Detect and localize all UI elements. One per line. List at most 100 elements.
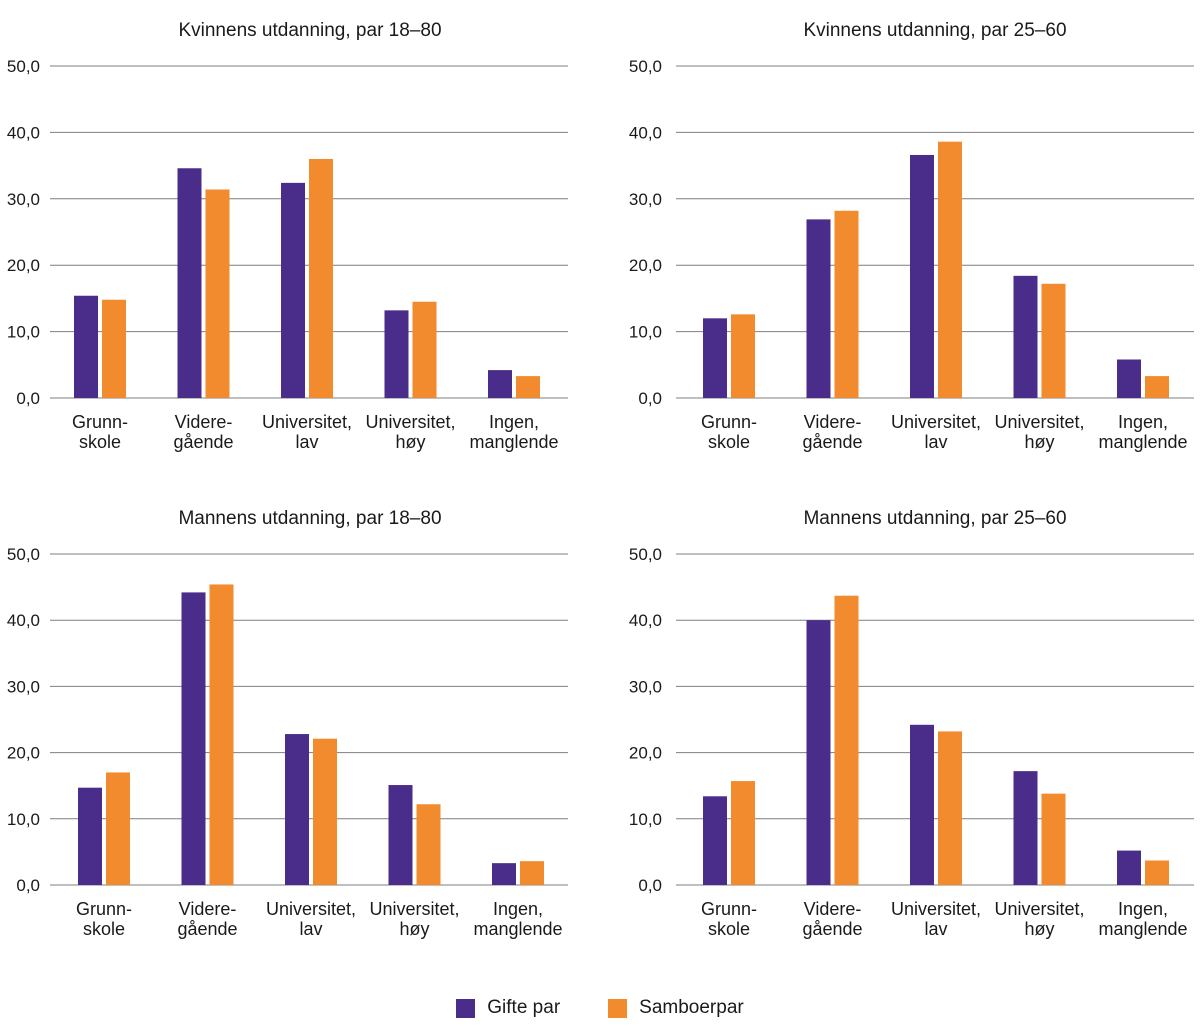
bar-samboerpar [102, 299, 126, 398]
legend-label-gifte-par: Gifte par [487, 997, 561, 1018]
y-tick-label: 40,0 [629, 123, 662, 142]
bar-samboerpar [520, 861, 544, 885]
bar-samboerpar [938, 731, 962, 885]
bar-samboerpar [834, 210, 859, 398]
bar-samboerpar [516, 376, 540, 398]
x-tick-label: Universitet, [266, 899, 356, 919]
y-tick-label: 50,0 [629, 57, 662, 76]
x-tick-label: høy [399, 919, 429, 939]
x-tick-label: gående [177, 919, 237, 939]
x-tick-label: Universitet, [365, 412, 455, 432]
x-tick-label: lav [295, 432, 318, 452]
y-tick-label: 0,0 [638, 876, 662, 895]
bar-gifte-par [181, 592, 206, 885]
bar-gifte-par [492, 863, 516, 885]
legend: Gifte par Samboerpar [0, 993, 1200, 1023]
bar-gifte-par [910, 154, 934, 398]
y-tick-label: 40,0 [629, 611, 662, 630]
bar-gifte-par [488, 370, 512, 398]
x-tick-label: Ingen, [1118, 899, 1168, 919]
bar-samboerpar [731, 314, 755, 398]
bar-samboerpar [309, 158, 333, 398]
x-tick-label: Universitet, [994, 899, 1084, 919]
x-tick-label: Universitet, [891, 899, 981, 919]
bar-gifte-par [384, 310, 409, 398]
x-tick-label: manglende [1098, 432, 1187, 452]
legend-swatch-samboerpar [608, 998, 628, 1018]
legend-swatch-gifte-par [456, 998, 476, 1018]
bar-samboerpar [1041, 793, 1066, 885]
x-tick-label: Universitet, [369, 899, 459, 919]
bar-samboerpar [1145, 376, 1169, 398]
y-tick-label: 20,0 [629, 256, 662, 275]
bar-samboerpar [313, 738, 337, 885]
y-tick-label: 40,0 [7, 123, 40, 142]
y-tick-label: 0,0 [16, 389, 40, 408]
legend-item-gifte-par: Gifte par [456, 997, 560, 1019]
x-tick-label: Universitet, [262, 412, 352, 432]
x-tick-label: Videre- [175, 412, 233, 432]
bar-gifte-par [703, 796, 727, 885]
legend-label-samboerpar: Samboerpar [639, 997, 744, 1018]
bar-gifte-par [1013, 771, 1038, 885]
x-tick-label: lav [924, 919, 947, 939]
bar-gifte-par [910, 724, 934, 885]
x-tick-label: Ingen, [1118, 412, 1168, 432]
y-tick-label: 10,0 [629, 810, 662, 829]
y-tick-label: 30,0 [7, 190, 40, 209]
y-tick-label: 20,0 [629, 744, 662, 763]
x-tick-label: Ingen, [493, 899, 543, 919]
chart-panel-4: Mannens utdanning, par 25–60 0,0 10,0 20,0 3… [629, 508, 1194, 939]
x-tick-label: Grunn- [701, 899, 757, 919]
y-tick-label: 50,0 [7, 545, 40, 564]
bar-gifte-par [78, 787, 102, 885]
bar-samboerpar [205, 189, 230, 398]
y-tick-label: 50,0 [629, 545, 662, 564]
bar-samboerpar [1041, 283, 1066, 398]
y-tick-label: 20,0 [7, 744, 40, 763]
x-tick-label: Videre- [804, 412, 862, 432]
x-tick-label: lav [299, 919, 322, 939]
x-tick-label: lav [924, 432, 947, 452]
x-tick-label: skole [708, 432, 750, 452]
y-tick-label: 10,0 [7, 810, 40, 829]
x-tick-label: manglende [473, 919, 562, 939]
x-tick-label: manglende [469, 432, 558, 452]
chart-panel-3: Mannens utdanning, par 18–80 0,0 10,0 20,0 3… [7, 508, 568, 939]
chart-title: Kvinnens utdanning, par 25–60 [803, 20, 1066, 41]
chart-title: Kvinnens utdanning, par 18–80 [178, 20, 441, 41]
chart-title: Mannens utdanning, par 25–60 [803, 508, 1066, 529]
x-tick-label: høy [1024, 432, 1054, 452]
bar-samboerpar [834, 595, 859, 885]
bar-gifte-par [177, 168, 202, 398]
bar-gifte-par [806, 219, 831, 398]
y-tick-label: 10,0 [7, 323, 40, 342]
bar-samboerpar [416, 804, 441, 885]
x-tick-label: skole [708, 919, 750, 939]
bar-gifte-par [388, 785, 413, 885]
bar-samboerpar [731, 781, 755, 885]
x-tick-label: gående [802, 432, 862, 452]
y-tick-label: 10,0 [629, 323, 662, 342]
bar-gifte-par [1117, 850, 1141, 885]
x-tick-label: Grunn- [72, 412, 128, 432]
bar-gifte-par [703, 318, 727, 398]
x-tick-label: Universitet, [891, 412, 981, 432]
y-tick-label: 20,0 [7, 256, 40, 275]
bar-samboerpar [412, 301, 437, 398]
bar-gifte-par [806, 620, 831, 885]
x-tick-label: Grunn- [701, 412, 757, 432]
x-tick-label: Universitet, [994, 412, 1084, 432]
bar-samboerpar [938, 141, 962, 399]
legend-item-samboerpar: Samboerpar [608, 997, 744, 1019]
x-tick-label: gående [802, 919, 862, 939]
y-tick-label: 30,0 [7, 677, 40, 696]
chart-panel-1: Kvinnens utdanning, par 18–80 0,0 10,0 20,0… [7, 20, 568, 452]
chart-title: Mannens utdanning, par 18–80 [178, 508, 441, 529]
y-tick-label: 50,0 [7, 57, 40, 76]
x-tick-label: manglende [1098, 919, 1187, 939]
bar-gifte-par [74, 295, 98, 398]
y-tick-label: 30,0 [629, 190, 662, 209]
x-tick-label: høy [1024, 919, 1054, 939]
